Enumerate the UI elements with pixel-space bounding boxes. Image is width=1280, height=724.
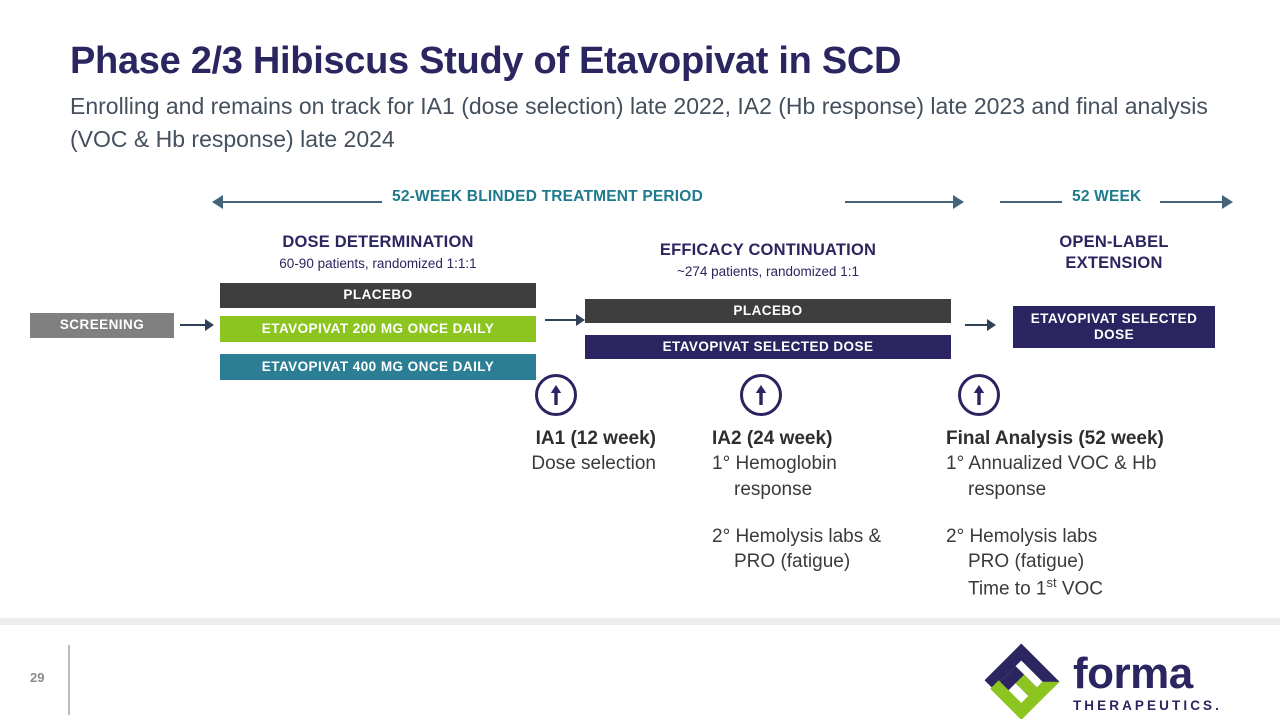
phase-subtitle: ~274 patients, randomized 1:1 — [677, 263, 859, 279]
logo-tagline: THERAPEUTICS. — [1072, 698, 1222, 714]
axis-line-ext-left — [1000, 201, 1062, 203]
phase-title: DOSE DETERMINATION — [282, 233, 474, 251]
footer-divider — [68, 645, 70, 715]
axis-arrowhead-mid — [953, 195, 964, 209]
logo-word: forma — [1072, 648, 1193, 698]
milestone-marker-ia2[interactable] — [740, 374, 782, 416]
forma-logo-mark-icon — [983, 643, 1061, 724]
flow-arrow-dose-to-efficacy — [545, 313, 585, 327]
bar-open-label-extension-selected-dose[interactable]: ETAVOPIVAT SELECTED DOSE — [1013, 306, 1215, 348]
milestone-spacer — [946, 502, 1216, 524]
page-number: 29 — [30, 670, 45, 685]
flow-arrow-screening-to-dose — [180, 318, 214, 332]
milestone-title: Final Analysis (52 week) — [946, 428, 1164, 449]
milestone-detail-ia2: IA2 (24 week) 1° Hemoglobin response 2° … — [712, 427, 922, 574]
milestone-marker-ia1[interactable] — [535, 374, 577, 416]
axis-line-mid — [845, 201, 955, 203]
forma-therapeutics-logo: forma THERAPEUTICS. — [983, 643, 1222, 724]
phase-title-line1: OPEN-LABEL — [1059, 233, 1169, 251]
milestone-detail-ia1: IA1 (12 week) Dose selection — [400, 427, 656, 477]
flow-arrow-efficacy-to-extension — [965, 318, 999, 332]
axis-line-ext-right — [1160, 201, 1224, 203]
timeline-axis-row: 52-WEEK BLINDED TREATMENT PERIOD 52 WEEK — [0, 188, 1280, 218]
milestone-secondary-line1: 2° Hemolysis labs & — [712, 525, 882, 547]
phase-header-open-label-extension: OPEN-LABEL EXTENSION — [1013, 232, 1215, 273]
bar-dose-etavopivat-200mg[interactable]: ETAVOPIVAT 200 MG ONCE DAILY — [220, 316, 536, 342]
phase-title: EFFICACY CONTINUATION — [659, 241, 877, 259]
milestone-detail-final-analysis: Final Analysis (52 week) 1° Annualized V… — [946, 427, 1216, 602]
milestone-title: IA2 (24 week) — [712, 428, 833, 449]
axis-line-left — [222, 201, 382, 203]
extension-period-label: 52 WEEK — [1072, 188, 1142, 205]
milestone-secondary-line2: PRO (fatigue) — [968, 551, 1085, 573]
axis-arrowhead-left — [212, 195, 223, 209]
milestone-secondary-line3: Time to 1st VOC — [946, 574, 1216, 602]
phase-subtitle: 60-90 patients, randomized 1:1:1 — [279, 255, 477, 271]
bar-efficacy-placebo[interactable]: PLACEBO — [585, 299, 951, 323]
milestone-secondary-line3-post: VOC — [1056, 578, 1103, 600]
bar-efficacy-selected-dose[interactable]: ETAVOPIVAT SELECTED DOSE — [585, 335, 951, 359]
bar-screening[interactable]: SCREENING — [30, 313, 174, 338]
milestone-primary-line1: 1° Annualized VOC & Hb — [946, 453, 1157, 475]
milestone-secondary-line2: PRO (fatigue) — [734, 551, 851, 573]
milestone-secondary-line1: 2° Hemolysis labs — [946, 525, 1098, 547]
milestone-secondary-line3-sup: st — [1046, 575, 1057, 591]
axis-arrowhead-right — [1222, 195, 1233, 209]
phase-header-dose-determination: DOSE DETERMINATION 60-90 patients, rando… — [220, 232, 536, 271]
milestone-title: IA1 (12 week) — [535, 428, 656, 449]
milestone-primary-line2: response — [734, 478, 813, 500]
milestone-primary-line1: 1° Hemoglobin — [712, 453, 837, 475]
milestone-secondary-line3-pre: Time to 1 — [968, 578, 1047, 600]
forma-logo-wordmark: forma THERAPEUTICS. — [1072, 648, 1222, 714]
milestone-spacer — [712, 502, 922, 524]
phase-title-line2: EXTENSION — [1065, 253, 1163, 272]
blinded-period-label: 52-WEEK BLINDED TREATMENT PERIOD — [392, 188, 703, 205]
footer-strip — [0, 618, 1280, 625]
bar-dose-placebo[interactable]: PLACEBO — [220, 283, 536, 308]
milestone-marker-final-analysis[interactable] — [958, 374, 1000, 416]
page-title: Phase 2/3 Hibiscus Study of Etavopivat i… — [70, 40, 902, 82]
bar-dose-etavopivat-400mg[interactable]: ETAVOPIVAT 400 MG ONCE DAILY — [220, 354, 536, 380]
page-subtitle: Enrolling and remains on track for IA1 (… — [70, 93, 1208, 152]
milestone-line: Dose selection — [531, 453, 656, 475]
milestone-primary-line2: response — [968, 478, 1047, 500]
phase-header-efficacy-continuation: EFFICACY CONTINUATION ~274 patients, ran… — [585, 240, 951, 279]
